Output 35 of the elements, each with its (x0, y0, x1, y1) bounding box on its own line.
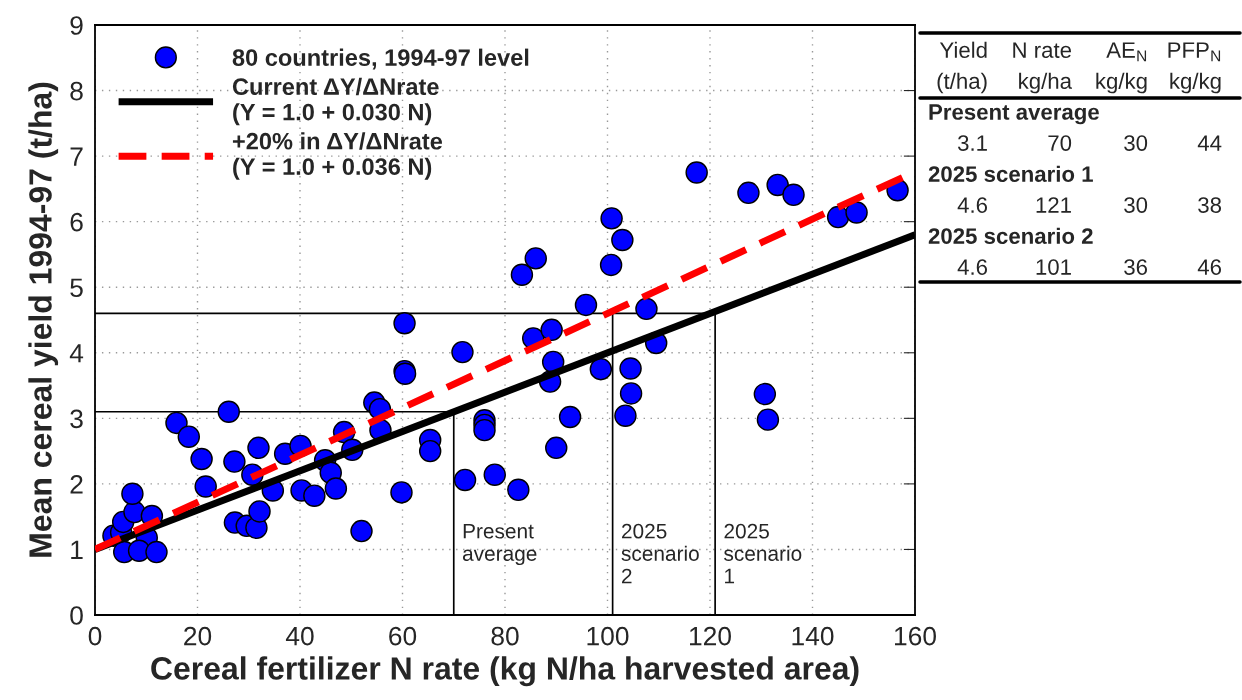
x-tick-label: 100 (587, 626, 629, 646)
x-tick-label: 120 (690, 626, 731, 646)
annotation: Present average (462, 523, 537, 566)
x-tick-label: 80 (491, 626, 519, 646)
text: 2025 scenario 1 (928, 165, 1093, 182)
x-tick-label: 0 (88, 626, 102, 646)
y-axis-title: Mean cereal yield 1994-97 (t/ha) (28, 82, 59, 557)
text: 4.6 121 30 38 (957, 197, 1222, 213)
text: 4.6 101 36 46 (957, 259, 1222, 275)
y-tick-label: 2 (70, 475, 83, 494)
annotation: 2025 scenario 1 (724, 523, 802, 584)
text: 3.1 70 30 44 (957, 135, 1222, 151)
legend-label: Current ΔY/ΔNrate (Y = 1.0 + 0.030 N) (232, 77, 439, 126)
x-tick-label: 60 (389, 626, 417, 646)
legend-label: 80 countries, 1994-97 level (232, 48, 529, 70)
text: 2025 scenario 2 (928, 227, 1093, 244)
x-tick-label: 40 (285, 626, 314, 646)
text: (t/ha) kg/ha kg/kg kg/kg (937, 72, 1221, 94)
y-tick-label: 1 (71, 540, 83, 560)
text: Yield N rate AE$_{N}$ PFP$_{N}$ (939, 41, 1221, 62)
annotation: 2025 scenario 2 (621, 523, 699, 584)
y-tick-label: 4 (69, 344, 84, 363)
y-tick-label: 3 (70, 409, 83, 429)
y-tick-label: 9 (70, 16, 83, 35)
y-tick-label: 8 (70, 81, 83, 101)
y-tick-label: 5 (70, 278, 83, 298)
y-tick-label: 0 (70, 606, 83, 625)
y-tick-label: 7 (70, 147, 83, 166)
text: Present average (929, 104, 1099, 125)
x-tick-label: 140 (792, 626, 834, 646)
x-axis-title: Cereal fertilizer N rate (kg N/ha harvested area) (151, 656, 859, 687)
y-tick-label: 6 (70, 212, 83, 232)
x-tick-label: 20 (184, 626, 212, 646)
legend-label: +20% in ΔY/ΔNrate (Y = 1.0 + 0.036 N) (232, 132, 443, 180)
x-tick-label: 160 (895, 626, 936, 646)
